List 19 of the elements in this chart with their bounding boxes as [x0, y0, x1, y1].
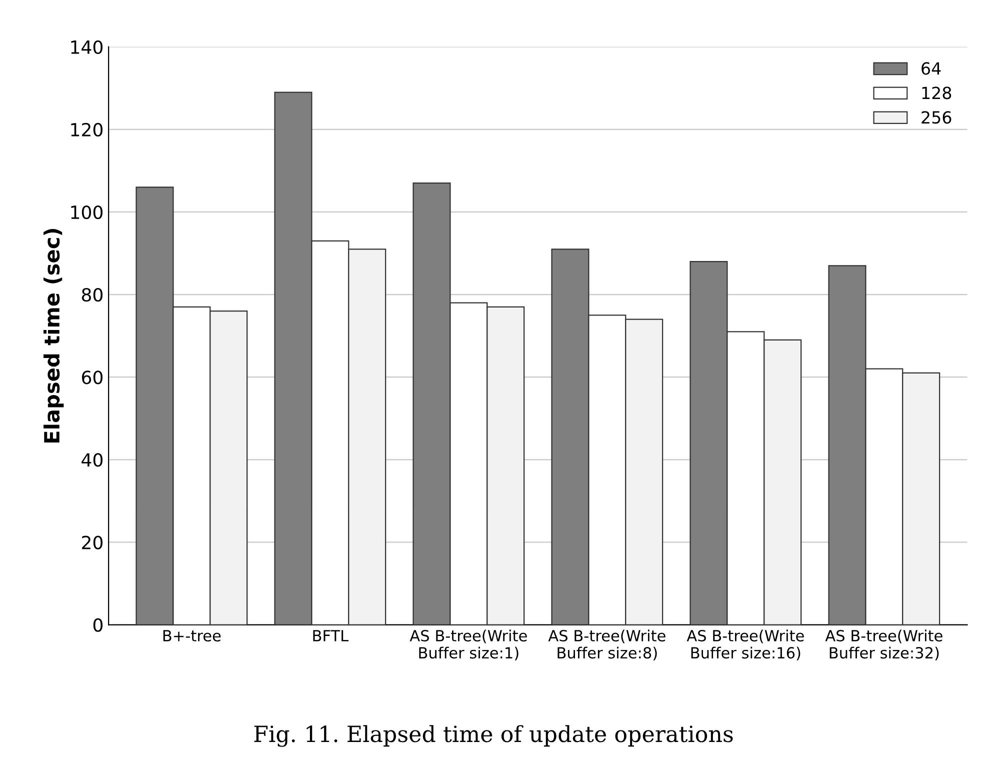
x-tick-label: AS B-tree(Write Buffer size:16)	[686, 630, 804, 660]
x-tick-label: BFTL	[313, 630, 349, 642]
y-tick-label: 60	[82, 370, 103, 384]
legend-label: 128	[922, 86, 952, 100]
x-tick-label: AS B-tree(Write Buffer size:8)	[548, 630, 666, 660]
y-tick-label: 0	[93, 618, 103, 632]
legend-label: 64	[922, 62, 941, 75]
x-tick-label: B+-tree	[163, 630, 221, 642]
y-tick-label: 140	[71, 40, 103, 54]
y-tick-label: 40	[82, 453, 103, 467]
y-tick-label: 120	[71, 122, 103, 137]
y-tick-label: 20	[82, 536, 103, 550]
x-tick-label: AS B-tree(Write Buffer size:1)	[410, 630, 527, 660]
legend-label: 256	[922, 111, 952, 124]
y-axis-title: Elapsed time (sec)	[44, 229, 64, 442]
y-tick-label: 80	[82, 288, 103, 302]
x-tick-label: AS B-tree(Write Buffer size:32)	[825, 630, 942, 660]
y-tick-label: 100	[71, 205, 103, 220]
caption: Fig. 11. Elapsed time of update operations	[254, 725, 733, 747]
